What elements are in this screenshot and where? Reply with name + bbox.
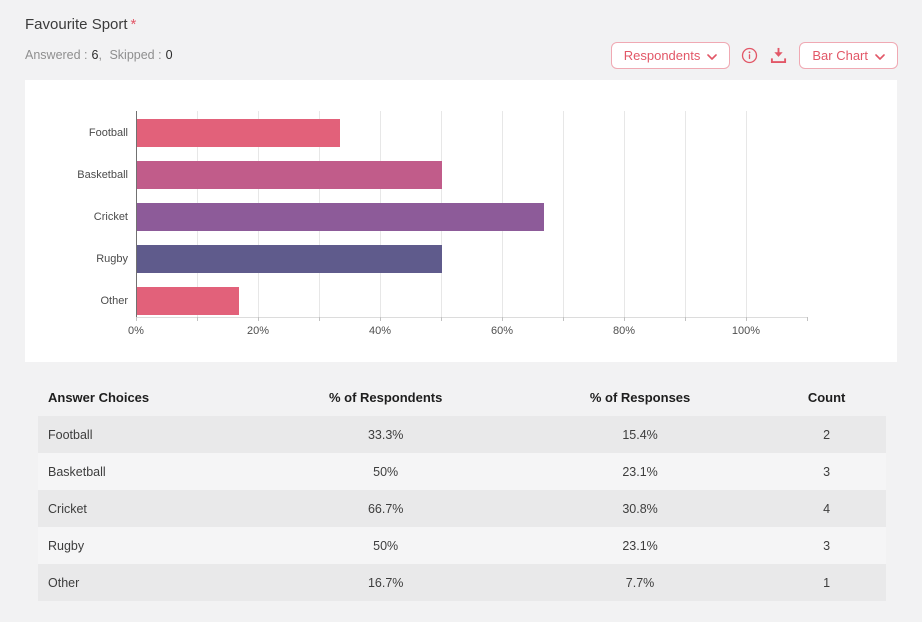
answer-choice-cell: Basketball bbox=[48, 464, 106, 479]
x-axis-tick bbox=[197, 317, 198, 321]
table-row: Cricket 66.7% 30.8% 4 bbox=[38, 490, 886, 527]
x-axis-tick bbox=[746, 317, 747, 321]
value-cell: 23.1% bbox=[622, 464, 658, 479]
x-axis-tick bbox=[319, 317, 320, 321]
gridline bbox=[624, 111, 625, 317]
x-axis-tick bbox=[624, 317, 625, 321]
bar-cricket[interactable] bbox=[137, 203, 544, 231]
chart-type-dropdown-label: Bar Chart bbox=[812, 48, 868, 63]
column-header: % of Respondents bbox=[328, 389, 443, 405]
answer-choice-cell: Football bbox=[48, 427, 93, 442]
bar-chart-plot-area: Football Basketball Cricket Rugby Other 0% 20%… bbox=[25, 80, 897, 362]
answered-value: 6 bbox=[91, 48, 99, 62]
chart-type-dropdown-button[interactable]: Bar Chart bbox=[799, 42, 898, 69]
x-axis-line bbox=[136, 317, 807, 318]
respondents-dropdown-label: Respondents bbox=[623, 48, 701, 63]
column-header: Count bbox=[807, 389, 846, 405]
x-axis-tick bbox=[441, 317, 442, 321]
respondents-dropdown-button[interactable]: Respondents bbox=[610, 42, 731, 69]
table-row: Rugby 50% 23.1% 3 bbox=[38, 527, 886, 564]
value-cell: 2 bbox=[823, 427, 831, 442]
x-axis-tick bbox=[258, 317, 259, 321]
value-cell: 66.7% bbox=[367, 501, 404, 516]
table-body: Football 33.3% 15.4% 2 Basketball 50% 23.1% 3 Cr… bbox=[38, 416, 886, 601]
gridline bbox=[685, 111, 686, 317]
value-cell: 4 bbox=[823, 501, 831, 516]
value-cell: 30.8% bbox=[622, 501, 658, 516]
table-header: Answer Choices % of Respondents % of Respo… bbox=[38, 378, 886, 416]
value-cell: 50% bbox=[373, 464, 399, 479]
answer-choice-cell: Other bbox=[48, 575, 80, 590]
chart-toolbar: Respondents Bar Chart bbox=[610, 42, 898, 69]
required-asterisk: * bbox=[130, 16, 137, 33]
x-tick-label: 20% bbox=[246, 325, 270, 337]
gridline bbox=[563, 111, 564, 317]
x-axis-tick bbox=[685, 317, 686, 321]
answer-choice-cell: Rugby bbox=[48, 538, 85, 553]
skipped-label: Skipped : bbox=[109, 48, 162, 62]
chevron-down-icon bbox=[707, 49, 718, 62]
bar-other[interactable] bbox=[137, 287, 239, 315]
skipped-value: 0 bbox=[165, 48, 173, 62]
table-row: Football 33.3% 15.4% 2 bbox=[38, 416, 886, 453]
value-cell: 3 bbox=[823, 538, 831, 553]
x-tick-label: 60% bbox=[490, 325, 514, 337]
category-label: Football bbox=[88, 127, 128, 139]
table-row: Basketball 50% 23.1% 3 bbox=[38, 453, 886, 490]
separator: , bbox=[98, 48, 102, 62]
answer-choices-table: Answer Choices % of Respondents % of Respo… bbox=[38, 378, 886, 601]
question-title-text: Favourite Sport bbox=[25, 16, 128, 33]
answered-skipped-summary: Answered :6, Skipped :0 bbox=[25, 48, 173, 62]
x-axis-tick bbox=[807, 317, 808, 321]
value-cell: 1 bbox=[823, 575, 831, 590]
bar-chart-card: Football Basketball Cricket Rugby Other 0% 20%… bbox=[25, 80, 897, 362]
value-cell: 50% bbox=[373, 538, 399, 553]
bar-rugby[interactable] bbox=[137, 245, 442, 273]
bar-football[interactable] bbox=[137, 119, 341, 147]
question-title: Favourite Sport * bbox=[25, 16, 136, 33]
gridline bbox=[746, 111, 747, 317]
value-cell: 3 bbox=[823, 464, 831, 479]
category-label: Cricket bbox=[93, 211, 128, 223]
table-header-row: Answer Choices % of Respondents % of Respo… bbox=[38, 378, 886, 416]
value-cell: 23.1% bbox=[622, 538, 658, 553]
x-tick-label: 0% bbox=[128, 325, 144, 337]
value-cell: 7.7% bbox=[625, 575, 655, 590]
column-header: % of Responses bbox=[589, 389, 691, 405]
x-tick-label: 100% bbox=[731, 325, 761, 337]
x-tick-label: 40% bbox=[368, 325, 392, 337]
category-label: Rugby bbox=[96, 253, 128, 265]
chevron-down-icon bbox=[875, 49, 885, 62]
answer-choice-cell: Cricket bbox=[48, 501, 87, 516]
y-axis-line bbox=[136, 111, 137, 317]
column-header: Answer Choices bbox=[48, 389, 150, 405]
x-axis-tick bbox=[136, 317, 137, 321]
x-axis-tick bbox=[563, 317, 564, 321]
x-axis-tick bbox=[380, 317, 381, 321]
info-icon[interactable] bbox=[741, 47, 758, 64]
answered-label: Answered : bbox=[25, 48, 88, 62]
x-tick-label: 80% bbox=[612, 325, 636, 337]
value-cell: 15.4% bbox=[622, 427, 658, 442]
bar-basketball[interactable] bbox=[137, 161, 442, 189]
category-label: Basketball bbox=[77, 169, 128, 181]
download-icon[interactable] bbox=[769, 47, 788, 64]
value-cell: 16.7% bbox=[367, 575, 404, 590]
value-cell: 33.3% bbox=[367, 427, 404, 442]
category-label: Other bbox=[100, 295, 128, 307]
table-row: Other 16.7% 7.7% 1 bbox=[38, 564, 886, 601]
x-axis-tick bbox=[502, 317, 503, 321]
